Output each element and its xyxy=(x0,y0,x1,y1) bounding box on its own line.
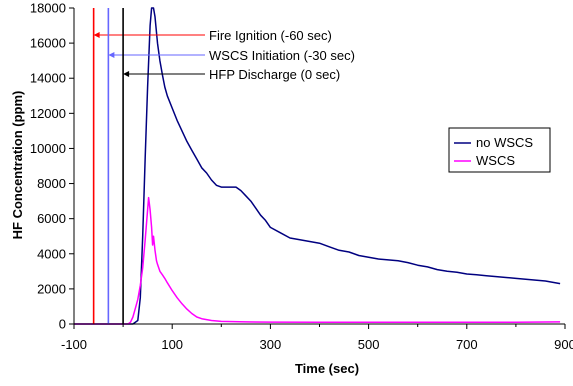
event-arrowhead xyxy=(123,71,130,77)
y-tick-label: 0 xyxy=(59,317,66,332)
legend-label-wscs: WSCS xyxy=(476,153,515,168)
legend-label-no-wscs: no WSCS xyxy=(476,135,533,150)
y-tick-label: 6000 xyxy=(37,211,66,226)
y-tick-label: 8000 xyxy=(37,176,66,191)
event-arrowhead xyxy=(93,32,100,38)
x-tick-label: -100 xyxy=(61,337,87,352)
axis-layer: 0 2000 4000 6000 8000 10000 12000 14000 16000 180… xyxy=(30,1,573,353)
event-arrowhead xyxy=(108,52,115,58)
x-tick-label: 500 xyxy=(358,337,380,352)
event-label: WSCS Initiation (-30 sec) xyxy=(209,48,355,63)
y-tick-label: 12000 xyxy=(30,106,66,121)
y-tick-label: 10000 xyxy=(30,141,66,156)
event-label: Fire Ignition (-60 sec) xyxy=(209,28,332,43)
series-line-wscs xyxy=(74,196,561,325)
y-tick-label: 14000 xyxy=(30,71,66,86)
x-tick-label: 900 xyxy=(554,337,573,352)
x-tick-label: 300 xyxy=(260,337,282,352)
y-tick-label: 4000 xyxy=(37,246,66,261)
series-line-no-wscs xyxy=(74,7,561,325)
legend: no WSCS WSCS xyxy=(448,127,551,173)
x-tick-label: 700 xyxy=(456,337,478,352)
y-tick-label: 18000 xyxy=(30,1,66,16)
y-tick-label: 16000 xyxy=(30,36,66,51)
x-tick-label: 100 xyxy=(161,337,183,352)
y-tick-label: 2000 xyxy=(37,281,66,296)
legend-box xyxy=(448,127,551,173)
x-axis-title: Time (sec) xyxy=(295,361,359,376)
event-layer: Fire Ignition (-60 sec) WSCS Initiation (… xyxy=(92,8,355,324)
event-label: HFP Discharge (0 sec) xyxy=(209,67,340,82)
series-layer xyxy=(74,7,561,325)
y-axis-title: HF Concentration (ppm) xyxy=(10,91,25,240)
